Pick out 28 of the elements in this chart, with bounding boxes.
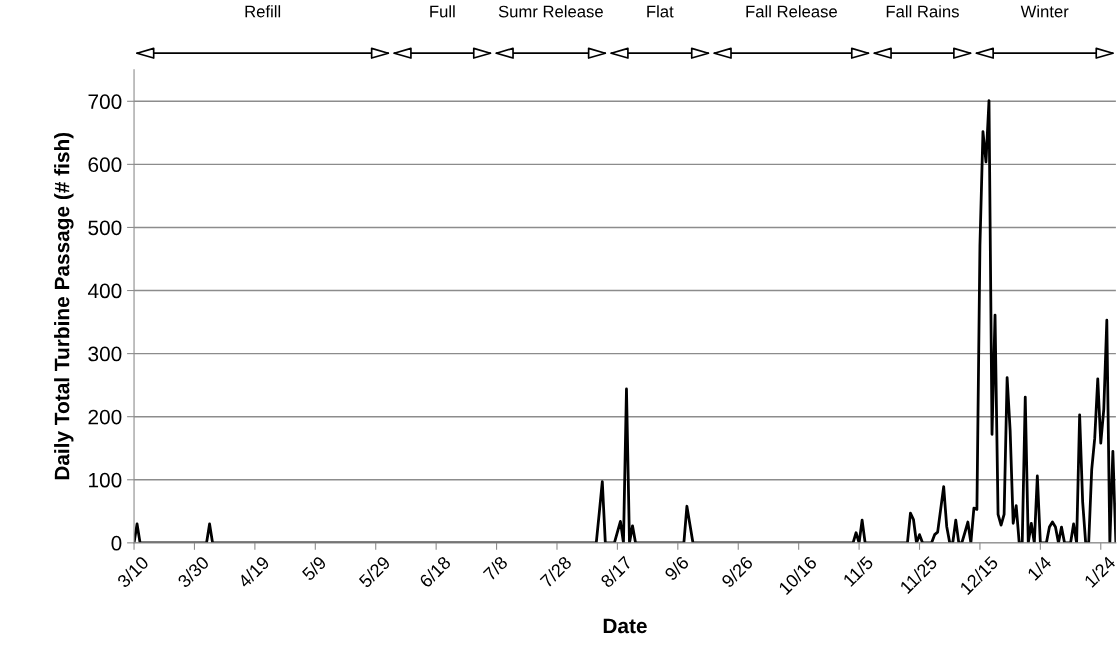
text: Full	[430, 5, 455, 18]
x-tick-label: 9/26	[720, 555, 754, 589]
y-tick-label: 200	[88, 409, 122, 425]
x-tick-label: 5/29	[357, 555, 391, 589]
y-tick-label: 500	[88, 220, 122, 236]
text: Refill	[245, 5, 281, 18]
text: Fall Release	[746, 5, 837, 18]
y-tick-label: 600	[88, 157, 122, 173]
x-tick-label: 5/9	[300, 555, 327, 582]
y-tick-label: 300	[88, 346, 122, 362]
text: Sumr Release	[498, 5, 603, 18]
y-tick-label: 100	[89, 472, 122, 488]
x-tick-label: 3/30	[176, 555, 210, 589]
y-tick-label: 400	[87, 283, 122, 299]
y-tick-label: 0	[111, 535, 122, 551]
text: Winter	[1020, 5, 1069, 18]
x-axis-title: Date	[603, 618, 647, 634]
text: Fall Rains	[886, 5, 959, 18]
x-tick-label: 6/18	[418, 555, 452, 589]
text: Flat	[647, 5, 674, 18]
y-axis-title: Daily Total Turbine Passage (# fish)	[54, 132, 74, 480]
x-tick-label: 7/8	[482, 555, 509, 582]
x-tick-label: 1/4	[1026, 555, 1053, 581]
x-tick-label: 3/10	[116, 555, 150, 589]
x-tick-label: 7/28	[539, 555, 573, 589]
x-tick-label: 4/19	[236, 555, 271, 589]
x-tick-label: 9/6	[663, 555, 690, 582]
y-tick-label: 700	[88, 94, 122, 110]
